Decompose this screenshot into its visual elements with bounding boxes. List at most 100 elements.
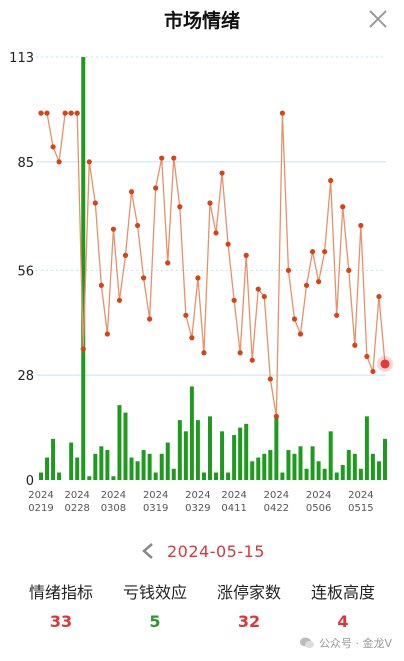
volume-bar xyxy=(383,438,387,480)
volume-bar xyxy=(171,468,176,480)
volume-bar xyxy=(316,461,321,480)
volume-bar xyxy=(159,453,164,480)
volume-bar xyxy=(51,438,56,480)
x-tick-year: 2024 xyxy=(64,490,89,501)
data-point xyxy=(50,144,56,150)
date-navigator: 2024-05-15 xyxy=(0,536,404,566)
stat-label: 连板高度 xyxy=(310,583,375,602)
volume-bar xyxy=(117,405,122,480)
data-point xyxy=(237,350,243,356)
data-point xyxy=(195,275,201,281)
data-point xyxy=(279,110,286,116)
x-tick-year: 2024 xyxy=(101,490,126,501)
stat-sentiment-index: 情绪指标 33 xyxy=(16,580,106,631)
data-point xyxy=(62,110,68,116)
data-point xyxy=(128,189,135,195)
current-date: 2024-05-15 xyxy=(167,541,265,561)
volume-bar xyxy=(177,420,182,480)
x-tick-year: 2024 xyxy=(306,490,331,501)
volume-bar xyxy=(141,450,146,480)
market-sentiment-chart: 0 28 56 85 113 2024 0219 2024 0228 2024 0308 2024 03… xyxy=(9,51,393,514)
volume-bar xyxy=(364,416,369,480)
close-icon[interactable] xyxy=(366,7,390,31)
data-point xyxy=(140,275,147,281)
volume-bar xyxy=(129,457,134,480)
volume-bar xyxy=(274,416,279,480)
volume-bar xyxy=(99,446,104,480)
data-point xyxy=(322,249,328,255)
data-point xyxy=(364,353,370,360)
data-point xyxy=(273,413,279,419)
data-point xyxy=(171,155,177,161)
volume-bar xyxy=(340,465,345,480)
volume-bar xyxy=(201,472,206,480)
x-tick-date: 0422 xyxy=(264,503,289,514)
data-point xyxy=(177,204,183,210)
stat-value: 33 xyxy=(49,612,73,631)
stat-value: 4 xyxy=(337,612,349,631)
volume-bar xyxy=(256,457,261,480)
data-point xyxy=(303,282,310,288)
volume-bar xyxy=(195,420,200,480)
y-tick-label: 113 xyxy=(9,51,34,66)
data-point xyxy=(231,297,237,303)
data-point xyxy=(201,350,207,356)
y-tick-label: 28 xyxy=(17,369,34,384)
data-point xyxy=(352,342,358,348)
stat-value: 32 xyxy=(237,612,261,631)
x-tick-year: 2024 xyxy=(143,490,168,501)
stat-consecutive-board-height: 连板高度 4 xyxy=(298,580,388,631)
volume-bar xyxy=(105,450,110,480)
data-point xyxy=(116,297,123,303)
volume-bar xyxy=(238,427,243,480)
data-point xyxy=(110,226,117,232)
data-point xyxy=(376,293,382,300)
wechat-icon xyxy=(299,637,314,649)
data-point xyxy=(297,331,304,337)
stat-label: 情绪指标 xyxy=(28,583,93,602)
x-tick-date: 0506 xyxy=(306,503,331,514)
volume-bar xyxy=(135,461,140,480)
volume-bar xyxy=(153,472,158,480)
data-point xyxy=(243,252,249,258)
volume-bar xyxy=(87,476,92,480)
volume-bar xyxy=(286,450,291,480)
data-point xyxy=(255,286,261,292)
chevron-left-icon[interactable] xyxy=(139,541,157,561)
volume-bar xyxy=(280,472,285,480)
x-tick-year: 2024 xyxy=(264,490,289,501)
x-tick-date: 0228 xyxy=(64,503,89,514)
volume-bar xyxy=(81,57,86,480)
volume-bar xyxy=(111,476,116,480)
watermark: 公众号 · 金龙V xyxy=(299,635,392,651)
data-point xyxy=(56,159,62,165)
y-tick-label: 0 xyxy=(26,474,34,489)
page-title: 市场情绪 xyxy=(163,10,240,32)
y-tick-label: 85 xyxy=(17,156,34,171)
volume-bar xyxy=(207,416,212,480)
volume-bar xyxy=(358,468,363,480)
data-point xyxy=(86,159,92,165)
x-tick-date: 0219 xyxy=(28,503,53,514)
highlight-point xyxy=(380,359,390,369)
data-point xyxy=(68,110,74,116)
data-point xyxy=(249,357,255,363)
stats-panel: 情绪指标 33 亏钱效应 5 涨停家数 32 连板高度 4 xyxy=(0,580,404,640)
data-point xyxy=(261,293,267,300)
x-tick-date: 0329 xyxy=(185,503,210,514)
data-point xyxy=(340,204,346,210)
data-point xyxy=(316,279,322,285)
x-tick-date: 0411 xyxy=(221,503,246,514)
watermark-text: 公众号 · 金龙V xyxy=(318,637,392,650)
data-point xyxy=(98,282,104,288)
stat-limit-up-count: 涨停家数 32 xyxy=(204,580,294,631)
volume-bar xyxy=(165,442,170,480)
data-point xyxy=(134,222,141,229)
volume-bar xyxy=(292,453,297,480)
data-point xyxy=(189,335,195,341)
volume-bar xyxy=(352,453,357,480)
volume-bar xyxy=(304,468,309,480)
data-point xyxy=(370,368,376,375)
data-point xyxy=(104,331,110,337)
data-point xyxy=(328,177,334,184)
